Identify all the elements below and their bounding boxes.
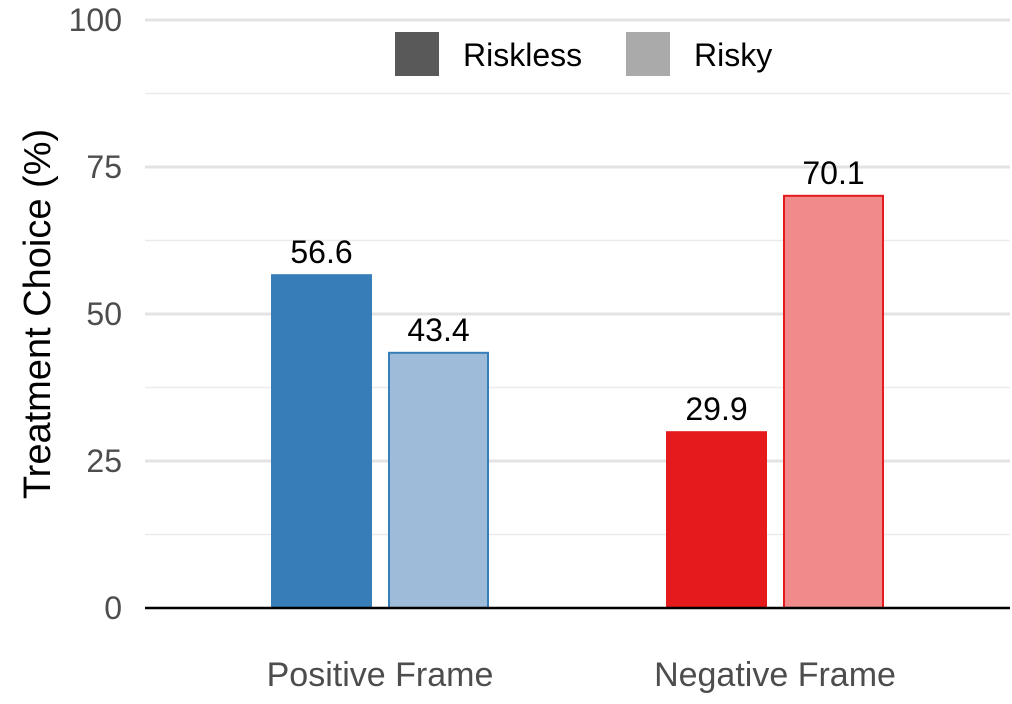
x-tick-label: Negative Frame: [654, 656, 896, 694]
y-tick-label: 25: [86, 443, 122, 479]
y-tick-label: 50: [86, 296, 122, 332]
data-label: 43.4: [407, 312, 469, 348]
data-label: 70.1: [802, 155, 864, 191]
bar-positive-frame-riskless: [271, 274, 372, 609]
y-axis-tick-labels: 0 25 50 75 100: [69, 2, 122, 626]
y-axis-title: Treatment Choice (%): [17, 129, 59, 499]
data-label: 29.9: [685, 391, 747, 427]
bar-negative-frame-riskless: [666, 431, 767, 609]
data-label: 56.6: [290, 234, 352, 270]
bars: [271, 194, 884, 610]
bar-positive-frame-risky: [388, 351, 489, 610]
bar-negative-frame-risky: [783, 194, 884, 609]
x-tick-label: Positive Frame: [267, 656, 494, 694]
data-labels: 56.6 43.4 29.9 70.1: [290, 155, 864, 427]
legend-swatch-riskless: [395, 32, 439, 76]
legend: Riskless Risky: [395, 32, 772, 76]
y-tick-label: 75: [86, 149, 122, 185]
y-tick-label: 100: [69, 2, 122, 38]
x-axis-tick-labels: Positive Frame Negative Frame: [267, 656, 896, 694]
legend-label-risky: Risky: [694, 37, 772, 73]
legend-swatch-risky: [626, 32, 670, 76]
legend-label-riskless: Riskless: [463, 37, 582, 73]
y-tick-label: 0: [104, 590, 122, 626]
